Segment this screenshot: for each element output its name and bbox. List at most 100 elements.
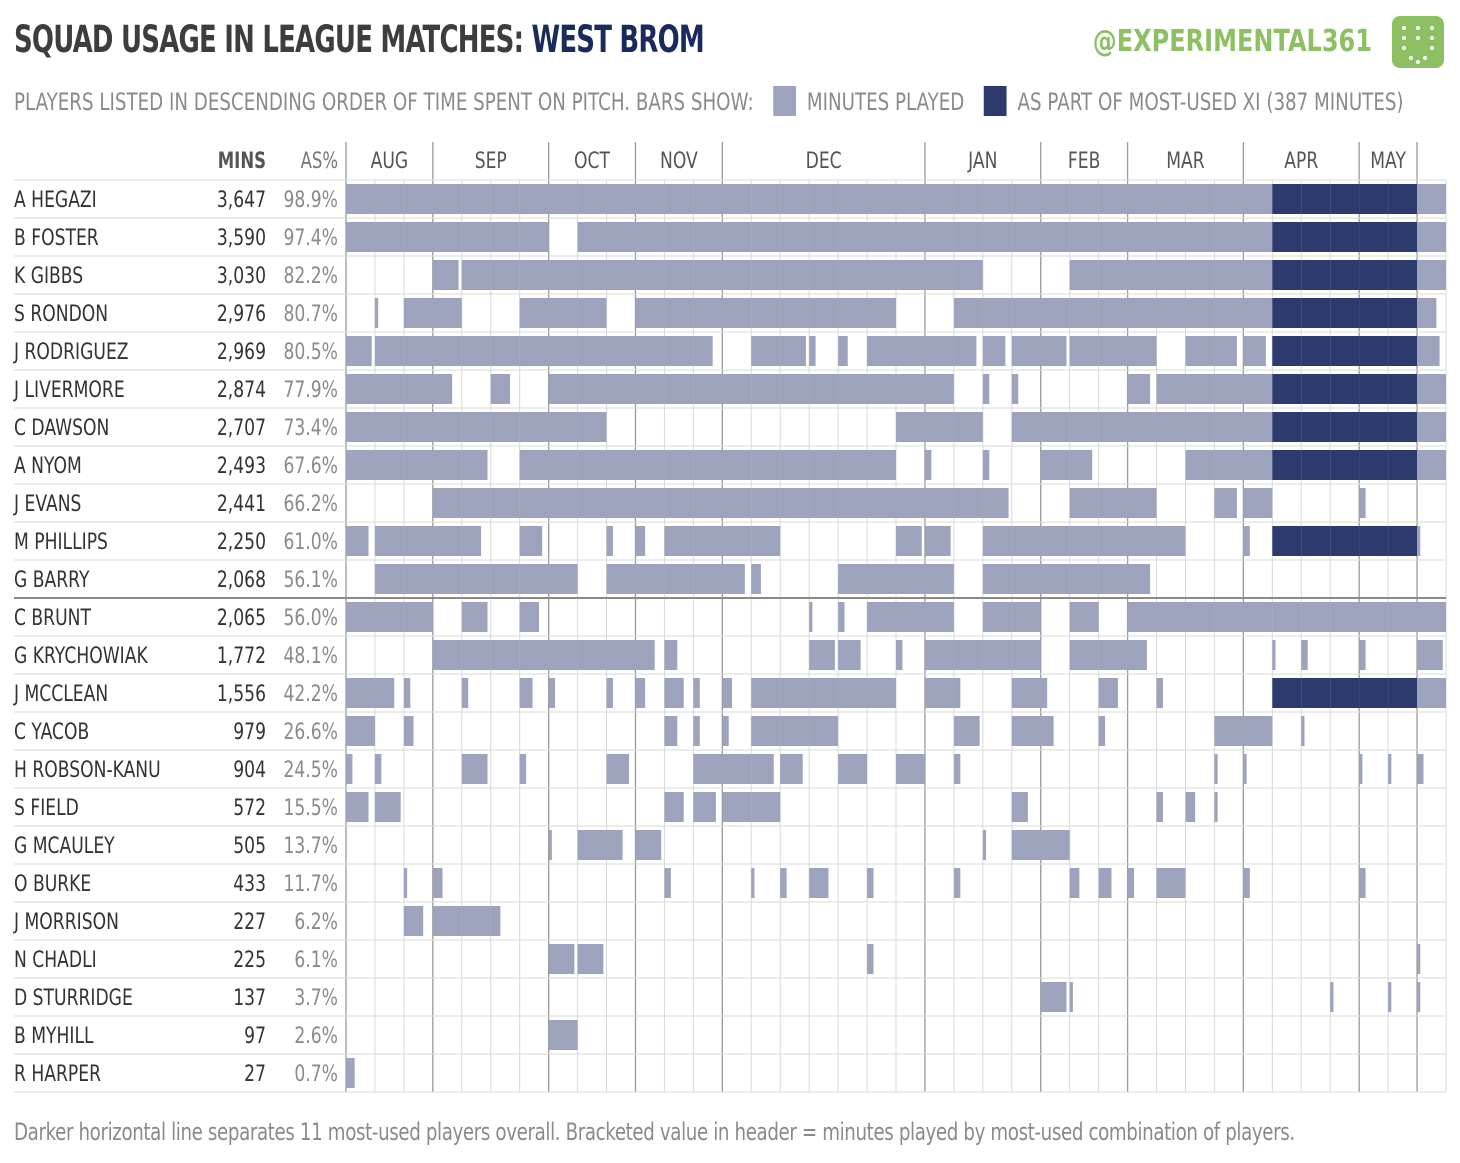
player-pct: 97.4% [284, 225, 338, 251]
minutes-bar [1127, 868, 1135, 898]
minutes-bar [1359, 526, 1389, 556]
minutes-bar [1156, 222, 1186, 252]
minutes-bar [953, 754, 961, 784]
minutes-bar [1388, 336, 1418, 366]
minutes-bar [780, 374, 810, 404]
minutes-bar [664, 450, 694, 480]
player-mins: 1,556 [217, 681, 266, 707]
player-mins: 2,969 [217, 339, 266, 365]
player-mins: 433 [233, 871, 266, 897]
minutes-bar [867, 678, 896, 708]
minutes-bar [664, 640, 678, 670]
minutes-bar [664, 336, 694, 366]
month-label: JAN [966, 148, 997, 174]
minutes-bar [780, 450, 810, 480]
minutes-bar [664, 222, 694, 252]
minutes-bar [896, 640, 903, 670]
player-name: C YACOB [14, 719, 89, 745]
pitch-dot [1423, 56, 1427, 60]
player-pct: 48.1% [284, 643, 338, 669]
minutes-bar [1417, 260, 1446, 290]
minutes-bar [1388, 982, 1392, 1012]
minutes-bar [1040, 678, 1048, 708]
minutes-bar [1417, 526, 1421, 556]
player-pct: 80.7% [284, 301, 338, 327]
minutes-bar [693, 716, 700, 746]
minutes-bar [1127, 640, 1147, 670]
minutes-bar [1388, 526, 1418, 556]
minutes-bar [432, 450, 462, 480]
minutes-bar [722, 260, 752, 290]
minutes-bar [722, 450, 752, 480]
minutes-bar [432, 526, 462, 556]
minutes-bar [664, 678, 684, 708]
month-label: DEC [806, 148, 842, 174]
minutes-bar [1098, 868, 1112, 898]
minutes-bar [635, 526, 646, 556]
minutes-bar [606, 184, 636, 214]
player-pct: 56.0% [284, 605, 338, 631]
minutes-bar [751, 374, 781, 404]
minutes-bar [722, 792, 752, 822]
minutes-bar [896, 526, 922, 556]
minutes-bar [1243, 412, 1273, 442]
minutes-bar [519, 222, 549, 252]
minutes-bar [693, 450, 723, 480]
minutes-bar [432, 222, 462, 252]
minutes-bar [1243, 526, 1250, 556]
minutes-bar [1359, 184, 1389, 214]
pitch-dot [1430, 26, 1434, 30]
pitch-dot [1409, 56, 1413, 60]
minutes-bar [1301, 640, 1308, 670]
minutes-bar [519, 602, 539, 632]
minutes-bar [606, 488, 636, 518]
minutes-bar [432, 906, 462, 936]
player-name: J MORRISON [12, 909, 119, 935]
minutes-bar [693, 298, 723, 328]
player-name: J LIVERMORE [12, 377, 124, 403]
player-mins: 3,030 [217, 263, 266, 289]
minutes-bar [635, 374, 665, 404]
player-pct: 6.1% [294, 947, 338, 973]
minutes-bar [751, 754, 774, 784]
minutes-bar [1243, 184, 1273, 214]
minutes-bar [519, 412, 549, 442]
minutes-bar [606, 564, 636, 594]
minutes-bar [346, 412, 375, 442]
minutes-bar [809, 488, 839, 518]
pitch-dot [1402, 36, 1406, 40]
minutes-bar [1272, 336, 1302, 366]
minutes-bar [1127, 602, 1157, 632]
minutes-bar [461, 564, 491, 594]
minutes-bar [548, 412, 578, 442]
minutes-bar [403, 564, 433, 594]
minutes-bar [635, 260, 665, 290]
minutes-bar [490, 906, 501, 936]
minutes-bar [461, 678, 469, 708]
player-name: C DAWSON [14, 415, 109, 441]
player-pct: 82.2% [284, 263, 338, 289]
minutes-bar [1301, 298, 1331, 328]
minutes-bar [461, 602, 488, 632]
minutes-bar [838, 564, 868, 594]
minutes-bar [403, 450, 433, 480]
minutes-bar [1417, 184, 1446, 214]
minutes-bar [1359, 298, 1389, 328]
minutes-bar [1243, 374, 1273, 404]
minutes-bar [982, 602, 1012, 632]
minutes-bar [1301, 526, 1331, 556]
minutes-bar [1040, 222, 1070, 252]
minutes-bar [693, 526, 723, 556]
minutes-bar [577, 222, 607, 252]
minutes-bar [1185, 336, 1215, 366]
minutes-bar [1214, 488, 1237, 518]
author-handle[interactable]: @EXPERIMENTAL361 [1092, 24, 1372, 59]
month-label: AUG [371, 148, 409, 174]
minutes-bar [809, 374, 839, 404]
minutes-bar [403, 298, 433, 328]
mins-column-header: MINS [218, 148, 266, 174]
minutes-bar [867, 260, 896, 290]
minutes-bar [374, 678, 395, 708]
minutes-bar [606, 450, 636, 480]
minutes-bar [374, 298, 379, 328]
